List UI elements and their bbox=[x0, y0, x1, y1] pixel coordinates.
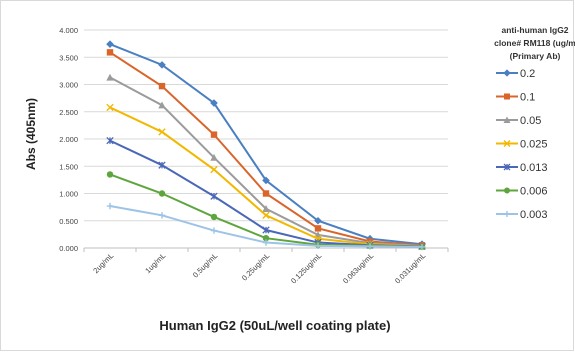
data-point bbox=[158, 190, 166, 197]
data-point bbox=[158, 212, 166, 219]
data-point bbox=[503, 69, 511, 77]
y-tick-label: 0.500 bbox=[59, 217, 78, 226]
legend-item: 0.1 bbox=[496, 92, 535, 104]
legend: 0.2 0.1 0.05 0.025 0.013 0.006 0.003 bbox=[496, 68, 548, 221]
gridlines bbox=[84, 29, 448, 222]
legend-title: anti-human IgG2 clone# RM118 (ug/m (Prim… bbox=[470, 24, 575, 63]
legend-item: 0.003 bbox=[496, 209, 548, 221]
data-point bbox=[210, 227, 218, 234]
y-tick-labels: 0.000 0.500 1.000 1.500 2.000 2.500 3.000 3.500… bbox=[59, 26, 78, 253]
series-0-1 bbox=[106, 49, 426, 249]
y-tick-label: 2.000 bbox=[59, 135, 78, 144]
legend-item: 0.013 bbox=[496, 162, 548, 174]
data-point bbox=[106, 49, 114, 56]
x-axis-label: Human IgG2 (50uL/well coating plate) bbox=[159, 318, 391, 333]
data-point bbox=[106, 103, 114, 112]
legend-item: 0.2 bbox=[496, 68, 535, 80]
legend-label: 0.1 bbox=[520, 92, 535, 104]
data-point bbox=[503, 116, 511, 123]
data-point bbox=[262, 176, 270, 185]
data-point bbox=[314, 242, 322, 250]
x-tick-labels: 2ug/mL 1ug/mL 0.5ug/mL 0.25ug/mL 0.125ug/mL 0… bbox=[91, 251, 427, 285]
data-point bbox=[504, 93, 510, 100]
data-point bbox=[210, 213, 218, 221]
data-point bbox=[158, 161, 166, 169]
data-point bbox=[314, 216, 322, 225]
x-tick-label: 2ug/mL bbox=[91, 251, 115, 275]
data-point bbox=[503, 140, 511, 147]
data-point bbox=[262, 226, 270, 234]
x-tick-label: 0.063ug/mL bbox=[341, 251, 375, 285]
data-point bbox=[158, 82, 166, 90]
x-tick-label: 1ug/mL bbox=[143, 251, 167, 275]
data-point bbox=[262, 211, 270, 219]
legend-label: 0.006 bbox=[520, 186, 548, 198]
data-point bbox=[106, 73, 114, 81]
x-tick-label: 0.031ug/mL bbox=[393, 251, 427, 285]
x-tick-label: 0.125ug/mL bbox=[289, 251, 323, 285]
data-point bbox=[210, 153, 218, 161]
legend-item: 0.006 bbox=[496, 186, 548, 198]
data-point bbox=[504, 187, 510, 194]
legend-title-line-3: (Primary Ab) bbox=[509, 51, 561, 61]
data-point bbox=[106, 40, 114, 48]
data-point bbox=[158, 101, 166, 109]
y-axis-label: Abs (405nm) bbox=[24, 97, 38, 171]
data-point bbox=[262, 234, 270, 242]
data-point bbox=[262, 239, 270, 246]
legend-title-line-2: clone# RM118 (ug/m bbox=[494, 38, 575, 48]
y-tick-label: 1.500 bbox=[59, 162, 78, 171]
legend-label: 0.05 bbox=[520, 115, 541, 127]
data-point bbox=[418, 243, 426, 251]
data-point bbox=[158, 128, 166, 136]
data-point bbox=[262, 190, 270, 197]
data-point bbox=[210, 165, 218, 174]
legend-title-line-1: anti-human IgG2 bbox=[501, 25, 569, 35]
x-tick-label: 0.25ug/mL bbox=[240, 251, 271, 282]
axes bbox=[83, 247, 449, 252]
data-point bbox=[366, 243, 374, 250]
data-point bbox=[314, 225, 322, 232]
legend-label: 0.003 bbox=[520, 209, 548, 221]
x-tick-label: 0.5ug/mL bbox=[191, 251, 219, 279]
y-tick-label: 2.500 bbox=[59, 108, 78, 117]
data-point bbox=[210, 99, 218, 107]
series-0-003 bbox=[106, 202, 426, 251]
y-tick-label: 4.000 bbox=[59, 26, 78, 35]
legend-label: 0.2 bbox=[520, 68, 535, 80]
series-lines bbox=[106, 40, 426, 251]
y-tick-label: 0.000 bbox=[59, 244, 78, 253]
legend-item: 0.025 bbox=[496, 139, 548, 151]
y-tick-label: 3.500 bbox=[59, 53, 78, 62]
legend-label: 0.025 bbox=[520, 139, 548, 151]
legend-label: 0.013 bbox=[520, 162, 548, 174]
y-tick-label: 1.000 bbox=[59, 190, 78, 199]
data-point bbox=[210, 192, 218, 200]
data-point bbox=[210, 131, 218, 138]
data-point bbox=[158, 61, 166, 69]
data-point bbox=[106, 171, 114, 178]
y-tick-label: 3.000 bbox=[59, 81, 78, 90]
data-point bbox=[106, 202, 114, 210]
legend-item: 0.05 bbox=[496, 115, 541, 127]
data-point bbox=[262, 205, 270, 212]
data-point bbox=[503, 163, 511, 171]
data-point bbox=[106, 136, 114, 145]
series-0-2 bbox=[106, 40, 426, 248]
data-point bbox=[504, 211, 510, 217]
